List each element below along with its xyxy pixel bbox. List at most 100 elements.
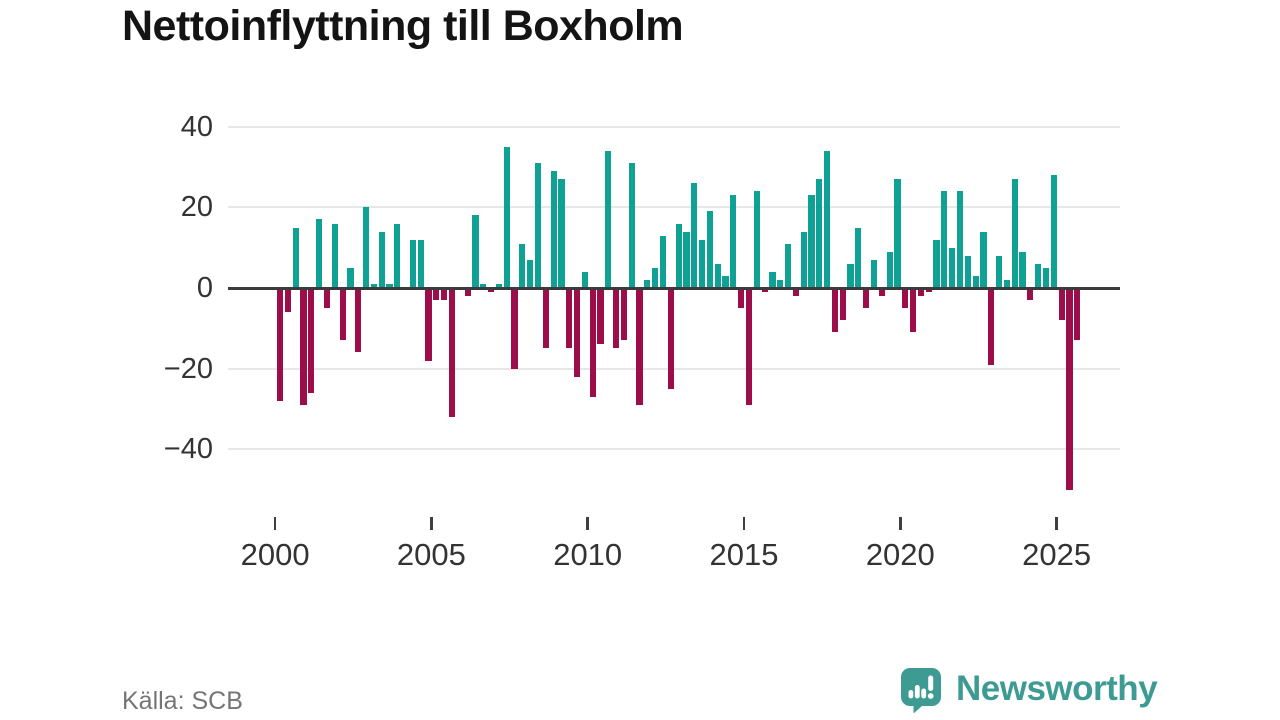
- bar: [886, 251, 893, 288]
- x-tick-2000: [273, 517, 277, 530]
- bar: [816, 179, 823, 288]
- bar: [355, 288, 362, 353]
- bar: [652, 267, 659, 288]
- bar: [800, 231, 807, 288]
- bar: [839, 288, 846, 321]
- bar: [628, 163, 635, 288]
- bar: [683, 231, 690, 288]
- bar: [597, 288, 604, 345]
- bar: [917, 288, 925, 297]
- bar: [300, 288, 307, 405]
- bar: [870, 259, 878, 288]
- brand-logo: Newsworthy: [897, 665, 1158, 713]
- x-tick-label: 2010: [553, 537, 623, 572]
- bar: [964, 255, 971, 288]
- gridline-y--40: [228, 448, 1120, 451]
- x-tick-2025: [1055, 517, 1058, 530]
- y-axis-label: −40: [163, 433, 213, 466]
- bar: [777, 279, 784, 288]
- bar: [613, 288, 620, 349]
- bar: [769, 271, 776, 288]
- bar: [1058, 288, 1065, 321]
- bar: [620, 288, 628, 341]
- bar: [1050, 175, 1057, 288]
- x-tick-label: 2005: [396, 537, 466, 572]
- bar: [808, 195, 815, 288]
- bar: [527, 259, 534, 288]
- bar: [417, 239, 424, 288]
- bar: [1074, 288, 1081, 341]
- bar: [573, 288, 581, 377]
- bar: [1011, 179, 1018, 288]
- bar: [425, 288, 432, 361]
- bar: [339, 288, 346, 341]
- y-axis-label: 20: [180, 191, 213, 224]
- gridline-y-40: [228, 125, 1120, 128]
- bar: [511, 288, 518, 369]
- bar: [1019, 251, 1026, 288]
- bar: [784, 243, 792, 288]
- bar: [902, 288, 909, 309]
- bar: [831, 288, 839, 333]
- bar: [894, 179, 901, 288]
- bar: [878, 288, 885, 297]
- chart-title: Nettoinflyttning till Boxholm: [122, 2, 684, 50]
- y-axis-label: 40: [180, 110, 213, 143]
- bar: [1027, 288, 1034, 301]
- bar: [949, 247, 956, 288]
- y-axis-label: 0: [196, 272, 213, 304]
- bar: [581, 271, 588, 288]
- bar: [519, 243, 526, 288]
- bar: [277, 288, 284, 401]
- bar: [995, 255, 1003, 288]
- bar: [1066, 288, 1073, 490]
- bar: [792, 288, 799, 297]
- y-axis-label: −20: [163, 352, 213, 385]
- bar: [972, 275, 979, 288]
- bar: [464, 288, 471, 297]
- x-tick-2020: [899, 517, 902, 530]
- bar: [1003, 279, 1010, 288]
- bar: [370, 283, 377, 288]
- bar: [738, 288, 745, 309]
- bar: [941, 191, 948, 288]
- bar: [675, 223, 682, 288]
- bar: [542, 288, 549, 349]
- gridline-y-20: [228, 206, 1120, 209]
- x-tick-2015: [742, 517, 746, 530]
- bar: [331, 223, 338, 288]
- bar: [753, 191, 760, 288]
- bar: [488, 288, 495, 293]
- bar: [722, 275, 729, 288]
- bar: [503, 146, 510, 288]
- bar: [394, 223, 401, 288]
- bar: [441, 288, 448, 301]
- bar: [659, 235, 667, 288]
- bar: [980, 231, 987, 288]
- bar: [308, 288, 315, 393]
- bar: [667, 288, 674, 389]
- bar: [495, 283, 502, 288]
- bar: [386, 283, 393, 288]
- bar: [284, 288, 291, 313]
- bar: [933, 239, 940, 288]
- bar: [362, 207, 370, 288]
- bar: [636, 288, 643, 405]
- bar: [480, 283, 487, 288]
- bar: [1035, 263, 1042, 288]
- bar: [691, 183, 698, 288]
- bar: [699, 239, 706, 288]
- bar: [824, 150, 831, 288]
- bar: [550, 171, 557, 288]
- bar: [558, 179, 565, 288]
- bar: [745, 288, 753, 405]
- bar: [323, 288, 331, 309]
- gridline-y--20: [228, 367, 1120, 370]
- x-tick-label: 2020: [865, 537, 935, 572]
- x-tick-label: 2025: [1022, 537, 1092, 572]
- zero-baseline: [228, 286, 1120, 290]
- bar: [644, 279, 651, 288]
- bar: [316, 219, 323, 288]
